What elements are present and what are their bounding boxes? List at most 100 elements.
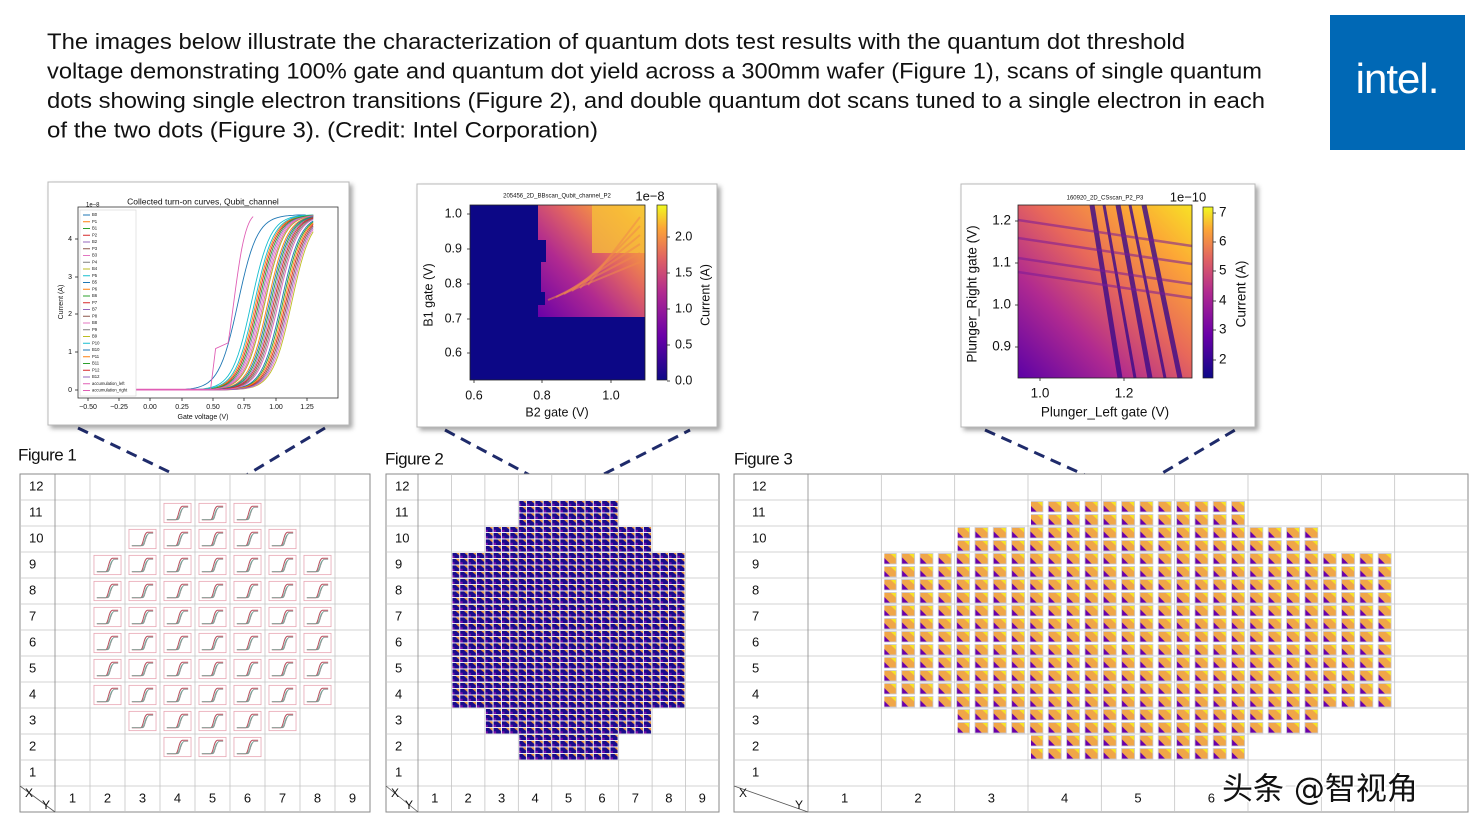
transition-line bbox=[1141, 204, 1183, 379]
col-label: 6 bbox=[244, 790, 251, 805]
legend-label: B1 bbox=[92, 226, 98, 231]
transition-line bbox=[1017, 236, 1193, 266]
die-thumbnail bbox=[233, 606, 262, 628]
die-scans bbox=[485, 527, 652, 552]
row-label: 1 bbox=[752, 764, 759, 779]
die-thumbnail bbox=[198, 554, 227, 576]
row-label: 9 bbox=[752, 556, 759, 571]
row-label: 12 bbox=[395, 478, 409, 493]
x-tick-label: 0.6 bbox=[465, 388, 482, 402]
colorbar-tick-label: 1.0 bbox=[675, 301, 692, 315]
col-label: 2 bbox=[104, 790, 111, 805]
die-thumbnail bbox=[128, 710, 157, 732]
x-axis-label: B2 gate (V) bbox=[525, 405, 588, 419]
figure-label: Figure 1 bbox=[18, 445, 76, 464]
inset-plot: 205456_2D_BBscan_Qubit_channel_P2 1e−8 1.0… bbox=[416, 183, 718, 428]
colorbar-tick-label: 5 bbox=[1219, 263, 1227, 278]
y-tick-label: 3 bbox=[68, 274, 72, 281]
die-scans bbox=[884, 683, 1392, 708]
x-tick-label: 1.25 bbox=[300, 404, 314, 411]
colorbar-tick-label: 6 bbox=[1219, 234, 1227, 249]
legend-label: P12 bbox=[92, 367, 100, 372]
row-label: 8 bbox=[29, 582, 36, 597]
legend-label: P6 bbox=[92, 286, 98, 291]
x-tick-label: 0.8 bbox=[533, 388, 550, 402]
colorbar-label: Current (A) bbox=[698, 264, 712, 326]
y-tick-label: 0.8 bbox=[445, 276, 462, 290]
row-label: 5 bbox=[752, 660, 759, 675]
row-label: 1 bbox=[29, 764, 36, 779]
die-thumbnail bbox=[163, 580, 192, 602]
row-label: 12 bbox=[752, 478, 766, 493]
colorbar bbox=[656, 204, 668, 381]
heatmap-streak bbox=[563, 243, 641, 295]
col-label: 4 bbox=[174, 790, 181, 805]
die-thumbnail bbox=[303, 658, 332, 680]
caption-line: of the two dots (Figure 3). (Credit: Int… bbox=[47, 118, 598, 143]
figure-label: Figure 3 bbox=[734, 449, 792, 468]
die-thumbnail bbox=[268, 710, 297, 732]
col-label: 5 bbox=[1134, 790, 1141, 805]
y-tick-label: 0.9 bbox=[445, 241, 462, 255]
row-label: 7 bbox=[29, 608, 36, 623]
legend-label: B12 bbox=[92, 374, 100, 379]
die-thumbnail bbox=[303, 606, 332, 628]
die-scans bbox=[485, 709, 652, 734]
col-label: 2 bbox=[465, 790, 472, 805]
colorbar-tick-label: 7 bbox=[1219, 205, 1227, 220]
die-thumbnail bbox=[163, 502, 192, 524]
die-thumbnail bbox=[163, 710, 192, 732]
legend-label: P2 bbox=[92, 232, 98, 237]
x-tick-label: −0.25 bbox=[110, 404, 128, 411]
die-thumbnail bbox=[268, 658, 297, 680]
col-label: 7 bbox=[279, 790, 286, 805]
die-scans bbox=[884, 553, 1392, 578]
x-tick-label: 1.0 bbox=[1031, 386, 1050, 401]
corner-x: X bbox=[391, 786, 399, 800]
die-scans bbox=[957, 709, 1319, 734]
corner-y: Y bbox=[42, 798, 50, 812]
row-label: 2 bbox=[395, 738, 402, 753]
die-thumbnail bbox=[303, 632, 332, 654]
axis-multiplier: 1e−8 bbox=[86, 203, 100, 209]
y-tick-label: 1 bbox=[68, 349, 72, 356]
y-tick-label: 0.9 bbox=[992, 339, 1011, 354]
col-label: 1 bbox=[841, 790, 848, 805]
y-tick-label: 1.2 bbox=[992, 213, 1011, 228]
die-scans bbox=[452, 605, 685, 630]
die-thumbnail bbox=[128, 684, 157, 706]
y-axis-label: B1 gate (V) bbox=[421, 263, 435, 326]
x-tick-label: 1.00 bbox=[269, 404, 283, 411]
legend-label: P4 bbox=[92, 259, 98, 264]
connector bbox=[984, 428, 1236, 496]
col-label: 8 bbox=[314, 790, 321, 805]
content: The images below illustrate the characte… bbox=[18, 29, 1469, 813]
colorbar-tick-label: 1.5 bbox=[675, 265, 692, 279]
die-thumbnail bbox=[233, 528, 262, 550]
x-axis-label: Plunger_Left gate (V) bbox=[1041, 405, 1169, 420]
legend-label: B11 bbox=[92, 361, 100, 366]
turn-on-curve bbox=[113, 216, 254, 390]
legend-label: P10 bbox=[92, 340, 100, 345]
inset-title: 160920_2D_CSscan_P2_P3 bbox=[1067, 196, 1144, 202]
x-axis-label: Gate voltage (V) bbox=[178, 414, 229, 421]
die-scans bbox=[1031, 735, 1245, 760]
y-tick-label: 0.6 bbox=[445, 345, 462, 359]
die-thumbnail bbox=[163, 606, 192, 628]
legend-label: B6 bbox=[92, 293, 98, 298]
die-thumbnail bbox=[93, 606, 122, 628]
row-label: 8 bbox=[752, 582, 759, 597]
die-scans bbox=[1031, 501, 1245, 526]
transition-line bbox=[1089, 204, 1123, 379]
die-thumbnail bbox=[233, 736, 262, 758]
row-label: 9 bbox=[29, 556, 36, 571]
corner-diagonal bbox=[733, 785, 809, 813]
legend-label: B9 bbox=[92, 334, 98, 339]
die-thumbnail bbox=[303, 554, 332, 576]
col-label: 4 bbox=[531, 790, 538, 805]
row-label: 3 bbox=[395, 712, 402, 727]
logo-text: intel. bbox=[1356, 55, 1439, 102]
col-label: 1 bbox=[69, 790, 76, 805]
die-thumbnail bbox=[128, 528, 157, 550]
axis-multiplier: 1e−8 bbox=[635, 188, 664, 203]
